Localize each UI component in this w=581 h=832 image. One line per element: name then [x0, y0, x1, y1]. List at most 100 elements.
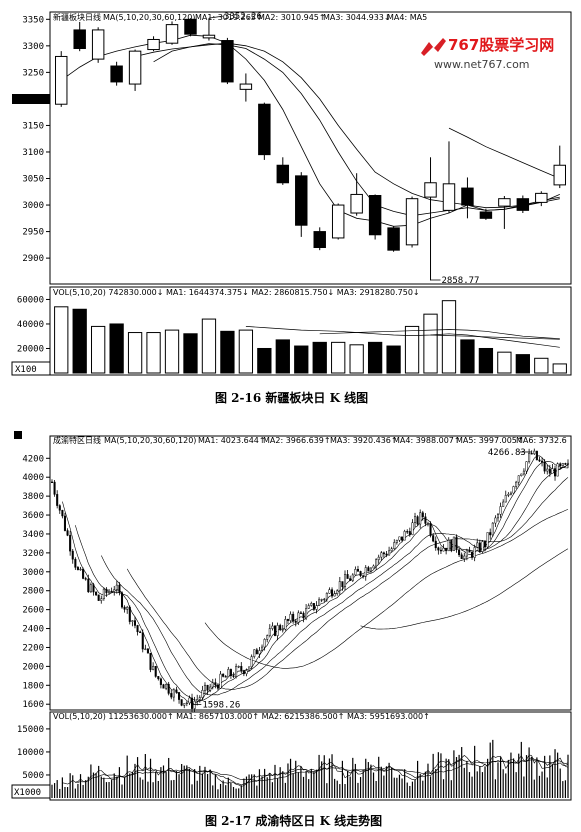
chart2-candle-body	[82, 568, 85, 579]
chart1-candle-body	[350, 193, 363, 214]
chart2-candle-body	[473, 547, 476, 558]
chart1-candle-body	[258, 103, 271, 156]
chart1-ma2: MA2: 3010.945↑	[258, 13, 326, 22]
chart2-candle-body	[359, 571, 362, 576]
chart1-annotation-leader	[208, 15, 224, 19]
chart2-candle-body	[401, 536, 404, 541]
chart1-y-tick-label: 2900	[22, 254, 44, 264]
chart2-candle-body	[242, 670, 245, 675]
chart2-candle-body	[92, 584, 95, 593]
chart2-candle-body	[170, 693, 173, 698]
chart1-volume-ma-line-2	[319, 329, 560, 340]
chart2-candle-body	[245, 670, 248, 675]
chart2-y-tick-label: 3600	[22, 511, 44, 521]
chart2-candle-body	[248, 666, 251, 671]
chart2-candle-body	[162, 684, 165, 689]
chart1-volume-ma-line-3	[430, 334, 560, 340]
chart2-candle-body	[388, 550, 391, 556]
chart2-candle-body	[292, 613, 295, 622]
chart2-candle-body	[336, 590, 339, 594]
chart2-candle-body	[455, 536, 458, 551]
chart2-candle-body	[185, 702, 188, 705]
chart2-price-frame	[49, 435, 572, 711]
chart2-candle-body	[411, 522, 414, 536]
chart1-volume-bar	[534, 357, 549, 374]
chart1-candle-body	[405, 198, 419, 246]
chart2-candle-body	[71, 550, 74, 560]
chart2-candle-body	[154, 665, 157, 677]
chart2-candle-body	[432, 535, 435, 542]
chart2-y-tick-label: 4000	[22, 473, 44, 483]
chart2-y-tick-label: 2800	[22, 587, 44, 597]
chart1-candle-body	[221, 40, 234, 83]
chart2-title: 成渝特区日线	[53, 435, 101, 445]
chart2-candle-body	[227, 669, 230, 677]
chart2-candle-body	[289, 613, 292, 621]
chart2-ma-lines	[62, 455, 569, 705]
chart2-candle-body	[504, 495, 507, 503]
chart2-candle-body	[89, 584, 92, 593]
chart2-candle-body	[541, 460, 544, 463]
chart2-candle-body	[294, 620, 297, 623]
chart2-candle-body	[310, 603, 313, 606]
chart2-candle-body	[216, 684, 219, 689]
chart2-candle-body	[509, 492, 512, 495]
chart2-y-tick-label: 1800	[22, 681, 44, 691]
chart2-candle-body	[203, 684, 207, 691]
chart2: 成渝特区日线 MA(5,10,20,30,60,120) MA1: 4023.6…	[11, 431, 572, 801]
chart1-volume-bar	[441, 300, 457, 374]
chart2-candle-body	[69, 535, 72, 552]
chart2-candle-body	[331, 589, 334, 597]
chart2-candle-body	[408, 531, 411, 536]
chart2-candle-body	[548, 468, 551, 474]
chart1-volume-bar	[423, 313, 438, 374]
chart2-candle-body	[198, 697, 201, 700]
chart2-candle-body	[349, 578, 352, 581]
chart2-ma-line-1	[62, 455, 569, 705]
chart2-candle-body	[281, 629, 284, 631]
chart2-candle-body	[442, 547, 445, 552]
chart1-volume-bar	[238, 329, 254, 374]
chart2-candle-body	[512, 486, 515, 494]
chart1-candle-body	[331, 204, 345, 239]
chart2-candle-body	[100, 598, 103, 601]
chart2-candle-body	[63, 515, 66, 531]
chart2-candle-body	[471, 551, 474, 558]
chart2-candle-body	[84, 578, 87, 580]
chart1-volume-bar	[201, 318, 217, 374]
chart2-candle-body	[110, 590, 113, 593]
chart2-candle-body	[261, 646, 264, 651]
chart2-candle-body	[320, 599, 323, 601]
chart2-candle-body	[58, 505, 61, 511]
chart2-candle-body	[445, 547, 448, 552]
chart2-candle-body	[305, 608, 308, 619]
chart2-candle-body	[126, 606, 129, 610]
chart1-y-tick-label: 3000	[22, 201, 44, 211]
chart1-volume-bars	[54, 300, 567, 374]
chart2-volume-tick-label: 10000	[17, 748, 44, 758]
chart1-volume-bar	[164, 329, 180, 374]
chart2-candle-body	[297, 612, 300, 623]
chart2-candle-body	[463, 555, 466, 559]
chart1-candle-body	[202, 34, 216, 39]
chart1-candle-body	[276, 164, 290, 184]
chart2-ma3: MA3: 3920.436↑	[330, 436, 398, 445]
chart2-y-tick-label: 4200	[22, 454, 44, 464]
chart2-candle-body	[419, 512, 422, 525]
chart2-candle-body	[97, 594, 100, 601]
chart2-candle-body	[123, 606, 126, 610]
chart2-candle-body	[276, 625, 279, 636]
chart2-candle-body	[133, 620, 136, 626]
chart1-candle-body	[55, 55, 68, 105]
chart2-candle-body	[201, 690, 204, 698]
chart1-volume-bar	[367, 341, 383, 374]
chart2-candle-body	[559, 463, 562, 467]
watermark: 767股票学习网 www.net767.com	[421, 36, 554, 71]
chart2-candle-body	[543, 461, 546, 472]
chart2-candle-body	[403, 531, 406, 541]
chart2-candle-body	[551, 468, 554, 474]
chart2-volume-unit-box	[11, 784, 51, 799]
chart2-candle-body	[458, 549, 461, 556]
chart2-candle-body	[375, 559, 378, 567]
chart2-y-tick-label: 2000	[22, 662, 44, 672]
